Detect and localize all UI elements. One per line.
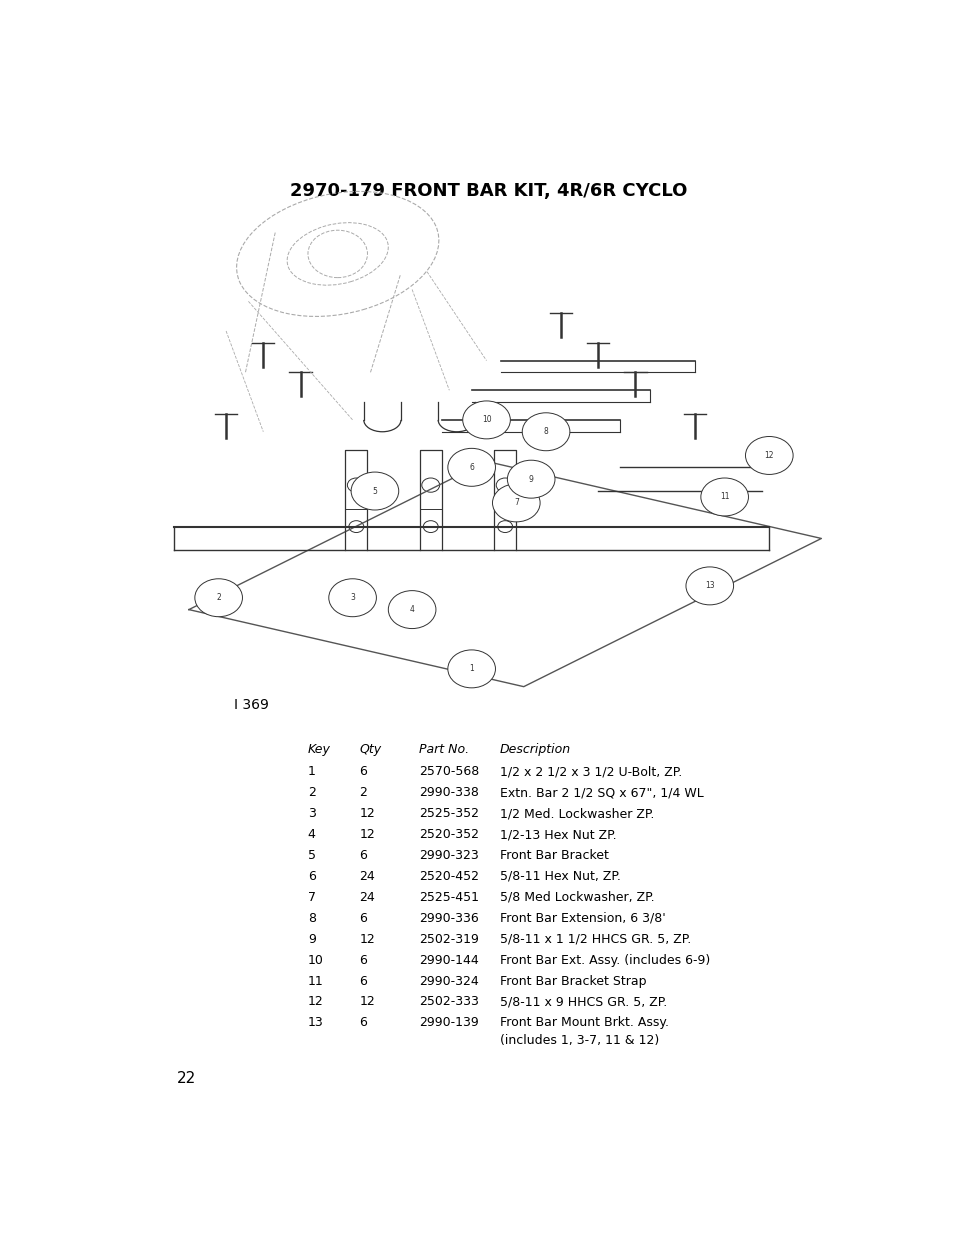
Text: 6: 6: [308, 869, 315, 883]
Text: Front Bar Extension, 6 3/8': Front Bar Extension, 6 3/8': [499, 911, 665, 925]
Circle shape: [507, 461, 555, 498]
Text: 10: 10: [308, 953, 323, 967]
Text: 5/8-11 Hex Nut, ZP.: 5/8-11 Hex Nut, ZP.: [499, 869, 620, 883]
Text: 2520-452: 2520-452: [418, 869, 478, 883]
Text: 22: 22: [176, 1071, 196, 1086]
Text: 11: 11: [308, 974, 323, 988]
Circle shape: [194, 579, 242, 616]
Text: 2: 2: [308, 787, 315, 799]
Text: Key: Key: [308, 742, 331, 756]
Text: Front Bar Bracket Strap: Front Bar Bracket Strap: [499, 974, 646, 988]
Text: 12: 12: [359, 829, 375, 841]
Text: 6: 6: [359, 974, 367, 988]
Text: 6: 6: [359, 848, 367, 862]
Text: 11: 11: [720, 493, 729, 501]
Text: 1/2-13 Hex Nut ZP.: 1/2-13 Hex Nut ZP.: [499, 829, 616, 841]
Text: 5: 5: [372, 487, 377, 495]
Text: Qty: Qty: [359, 742, 381, 756]
Text: 12: 12: [359, 932, 375, 946]
Circle shape: [329, 579, 376, 616]
Text: 9: 9: [308, 932, 315, 946]
Text: 8: 8: [543, 427, 548, 436]
Text: 2990-139: 2990-139: [418, 1016, 478, 1030]
Text: 2525-352: 2525-352: [418, 808, 478, 820]
Text: 3: 3: [350, 593, 355, 603]
Text: 13: 13: [704, 582, 714, 590]
Circle shape: [744, 436, 792, 474]
Text: 6: 6: [469, 463, 474, 472]
Text: I 369: I 369: [233, 698, 269, 711]
Text: Description: Description: [499, 742, 571, 756]
Text: 24: 24: [359, 890, 375, 904]
Text: 6: 6: [359, 1016, 367, 1030]
Text: 5: 5: [308, 848, 315, 862]
Text: 7: 7: [514, 499, 518, 508]
Circle shape: [685, 567, 733, 605]
Text: 2: 2: [359, 787, 367, 799]
Text: Front Bar Ext. Assy. (includes 6-9): Front Bar Ext. Assy. (includes 6-9): [499, 953, 710, 967]
Text: 2: 2: [216, 593, 221, 603]
Text: Front Bar Bracket: Front Bar Bracket: [499, 848, 608, 862]
Text: Front Bar Mount Brkt. Assy.: Front Bar Mount Brkt. Assy.: [499, 1016, 668, 1030]
Text: 2990-338: 2990-338: [418, 787, 478, 799]
Text: Extn. Bar 2 1/2 SQ x 67", 1/4 WL: Extn. Bar 2 1/2 SQ x 67", 1/4 WL: [499, 787, 703, 799]
Text: 4: 4: [308, 829, 315, 841]
Text: 8: 8: [308, 911, 315, 925]
Text: 2525-451: 2525-451: [418, 890, 478, 904]
Text: 5/8 Med Lockwasher, ZP.: 5/8 Med Lockwasher, ZP.: [499, 890, 654, 904]
Circle shape: [462, 401, 510, 438]
Text: 4: 4: [409, 605, 415, 614]
Text: 2990-336: 2990-336: [418, 911, 478, 925]
Text: 1: 1: [308, 766, 315, 778]
Text: 2970-179 FRONT BAR KIT, 4R/6R CYCLO: 2970-179 FRONT BAR KIT, 4R/6R CYCLO: [290, 182, 687, 200]
Text: 2502-333: 2502-333: [418, 995, 478, 1009]
Text: 24: 24: [359, 869, 375, 883]
Text: 6: 6: [359, 911, 367, 925]
Text: 3: 3: [308, 808, 315, 820]
Text: 2990-144: 2990-144: [418, 953, 478, 967]
Text: 9: 9: [528, 474, 533, 484]
Text: 5/8-11 x 1 1/2 HHCS GR. 5, ZP.: 5/8-11 x 1 1/2 HHCS GR. 5, ZP.: [499, 932, 691, 946]
Text: 6: 6: [359, 766, 367, 778]
Text: 2990-324: 2990-324: [418, 974, 478, 988]
Text: 7: 7: [308, 890, 315, 904]
Circle shape: [447, 448, 495, 487]
Text: 12: 12: [359, 808, 375, 820]
Circle shape: [447, 650, 495, 688]
Text: 1/2 x 2 1/2 x 3 1/2 U-Bolt, ZP.: 1/2 x 2 1/2 x 3 1/2 U-Bolt, ZP.: [499, 766, 681, 778]
Text: 2502-319: 2502-319: [418, 932, 478, 946]
Text: 1/2 Med. Lockwasher ZP.: 1/2 Med. Lockwasher ZP.: [499, 808, 654, 820]
Text: 1: 1: [469, 664, 474, 673]
Circle shape: [388, 590, 436, 629]
Text: 2570-568: 2570-568: [418, 766, 478, 778]
Circle shape: [700, 478, 748, 516]
Text: 12: 12: [763, 451, 773, 459]
Text: 6: 6: [359, 953, 367, 967]
Circle shape: [351, 472, 398, 510]
Text: 5/8-11 x 9 HHCS GR. 5, ZP.: 5/8-11 x 9 HHCS GR. 5, ZP.: [499, 995, 666, 1009]
Text: (includes 1, 3-7, 11 & 12): (includes 1, 3-7, 11 & 12): [499, 1034, 659, 1047]
Text: 10: 10: [481, 415, 491, 425]
Text: 2990-323: 2990-323: [418, 848, 478, 862]
Circle shape: [492, 484, 539, 522]
Text: Part No.: Part No.: [418, 742, 468, 756]
Text: 13: 13: [308, 1016, 323, 1030]
Text: 2520-352: 2520-352: [418, 829, 478, 841]
Text: 12: 12: [359, 995, 375, 1009]
Text: 12: 12: [308, 995, 323, 1009]
Circle shape: [521, 412, 569, 451]
